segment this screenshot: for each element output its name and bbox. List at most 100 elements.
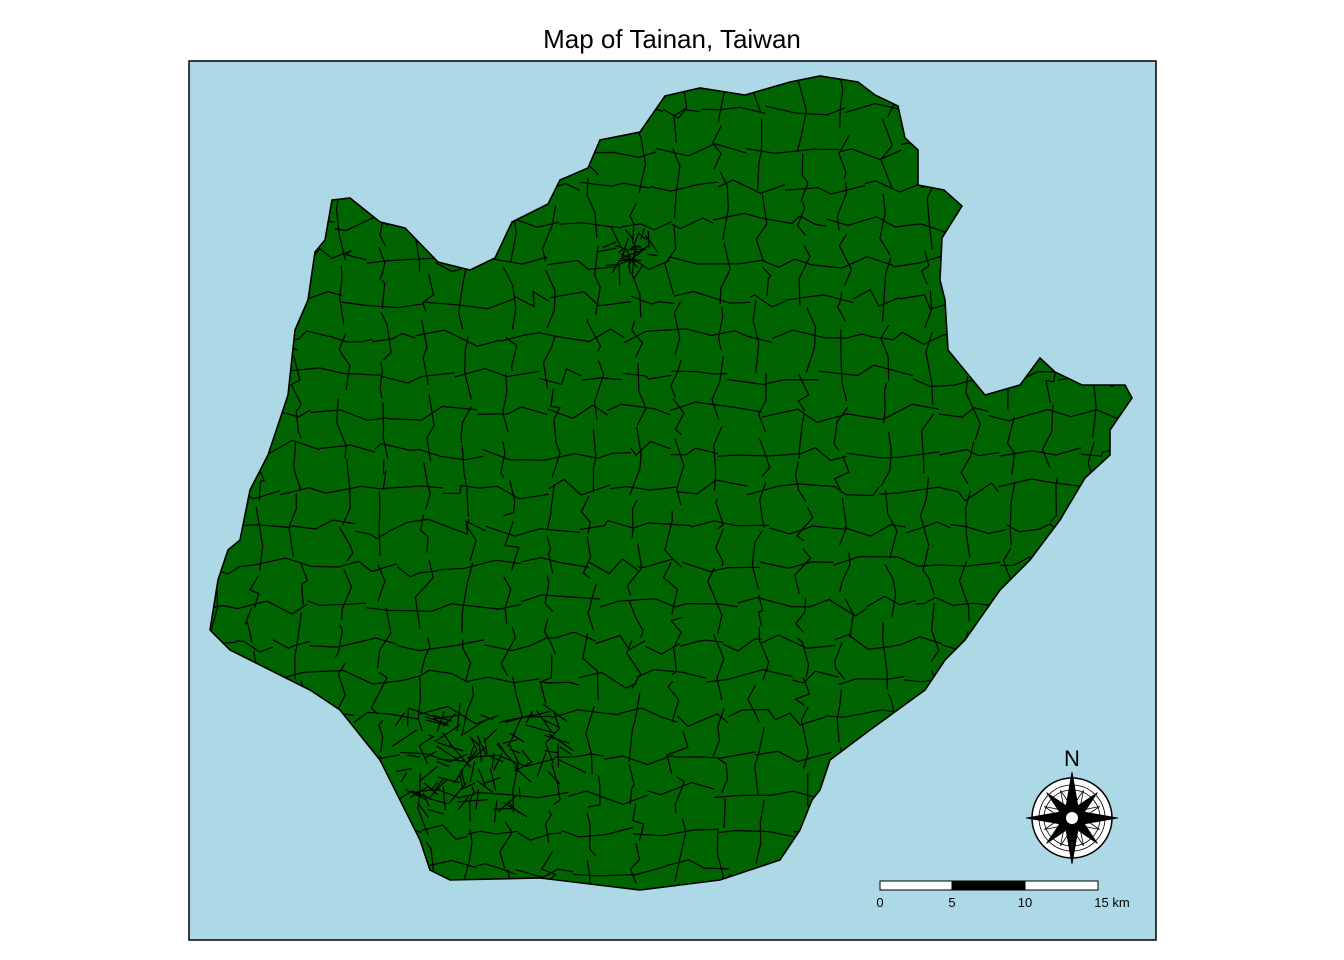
district-boundary-line: [476, 735, 488, 756]
district-boundary-line: [482, 448, 577, 461]
district-boundary-line: [491, 752, 495, 769]
district-boundary-line: [461, 444, 469, 517]
district-boundary-line: [378, 247, 386, 280]
district-boundary-line: [542, 703, 568, 723]
district-boundary-line: [436, 760, 450, 768]
district-boundary-line: [483, 728, 498, 743]
district-boundary-line: [334, 624, 344, 658]
district-boundary-line: [602, 241, 617, 248]
district-boundary-line: [448, 782, 467, 805]
district-boundary-line: [425, 719, 449, 726]
district-boundary-line: [459, 775, 463, 787]
district-boundary-line: [469, 785, 475, 822]
district-boundary-line: [761, 634, 836, 650]
district-boundary-line: [372, 332, 416, 343]
district-boundary-line: [379, 361, 384, 399]
district-boundary-line: [541, 205, 557, 262]
district-boundary-line: [579, 519, 634, 531]
district-boundary-line: [920, 250, 930, 285]
district-boundary-line: [924, 290, 933, 329]
district-boundary-line: [521, 556, 590, 568]
district-boundary-line: [544, 750, 559, 754]
district-boundary-line: [551, 419, 561, 478]
district-boundary-line: [423, 750, 437, 759]
district-boundary-line: [723, 798, 726, 828]
district-boundary-line: [629, 843, 641, 884]
tainan-land: [209, 75, 1133, 891]
district-boundary-line: [727, 708, 776, 720]
district-boundary-line: [603, 754, 674, 766]
district-boundary-line: [328, 335, 373, 343]
district-boundary-line: [796, 79, 808, 153]
district-boundary-line: [785, 294, 854, 304]
district-boundary-line: [645, 642, 681, 655]
district-boundary-line: [866, 595, 916, 608]
district-boundary-line: [461, 685, 475, 737]
district-boundary-line: [794, 597, 807, 633]
district-boundary-line: [636, 669, 707, 679]
district-boundary-line: [319, 444, 376, 453]
district-boundary-line: [487, 754, 504, 763]
district-boundary-line: [965, 376, 982, 441]
district-boundary-line: [353, 711, 420, 723]
district-boundary-line: [366, 602, 454, 612]
district-boundary-line: [521, 594, 601, 603]
district-boundary-line: [417, 676, 423, 732]
district-boundary-line: [339, 560, 398, 573]
district-boundary-line: [485, 525, 580, 537]
district-boundary-line: [593, 360, 605, 420]
district-boundary-line: [442, 732, 454, 749]
district-boundary-line: [925, 331, 934, 406]
district-boundary-line: [475, 791, 569, 799]
district-boundary-line: [672, 148, 681, 219]
district-boundary-line: [609, 486, 677, 491]
district-boundary-line: [713, 634, 725, 701]
district-boundary-line: [427, 797, 448, 805]
district-boundary-line: [674, 602, 738, 608]
district-boundary-line: [627, 245, 641, 251]
district-boundary-line: [512, 676, 523, 736]
district-boundary-line: [680, 639, 723, 647]
district-boundary-line: [288, 493, 298, 557]
district-boundary-line: [548, 478, 611, 496]
district-boundary-line: [853, 288, 900, 307]
district-boundary-line: [420, 637, 431, 673]
district-boundary-line: [307, 600, 367, 606]
district-boundary-line: [618, 264, 621, 285]
district-boundary-line: [546, 535, 554, 574]
district-boundary-line: [568, 790, 648, 806]
district-boundary-line: [669, 256, 762, 265]
district-boundary-line: [396, 566, 440, 578]
district-boundary-line: [587, 775, 601, 808]
district-boundary-line: [476, 780, 494, 793]
district-boundary-line: [671, 646, 678, 675]
district-boundary-line: [840, 329, 848, 402]
district-boundary-line: [619, 258, 642, 262]
district-boundary-line: [593, 245, 601, 316]
district-boundary-line: [915, 596, 954, 607]
district-boundary-line: [477, 406, 548, 416]
district-boundary-line: [818, 364, 913, 377]
north-arrow-icon: [1025, 771, 1119, 865]
district-boundary-line: [761, 258, 810, 268]
district-boundary-line: [338, 525, 354, 562]
district-boundary-line: [421, 319, 430, 386]
district-boundary-line: [467, 746, 487, 764]
district-boundary-line: [737, 596, 811, 608]
district-boundary-line: [334, 662, 346, 716]
district-boundary-line: [670, 359, 682, 398]
district-boundary-line: [456, 702, 461, 732]
district-boundary-line: [709, 330, 773, 344]
district-boundary-line: [551, 763, 561, 806]
district-boundary-line: [338, 265, 345, 325]
district-boundary-line: [558, 759, 587, 774]
district-boundary-line: [580, 495, 591, 535]
district-boundary-line: [916, 561, 1001, 567]
district-boundary-line: [458, 796, 469, 810]
district-boundary-line: [715, 529, 724, 567]
district-boundary-line: [547, 771, 561, 785]
district-boundary-line: [1087, 441, 1095, 481]
district-boundary-line: [838, 497, 847, 546]
district-boundary-line: [700, 106, 766, 114]
